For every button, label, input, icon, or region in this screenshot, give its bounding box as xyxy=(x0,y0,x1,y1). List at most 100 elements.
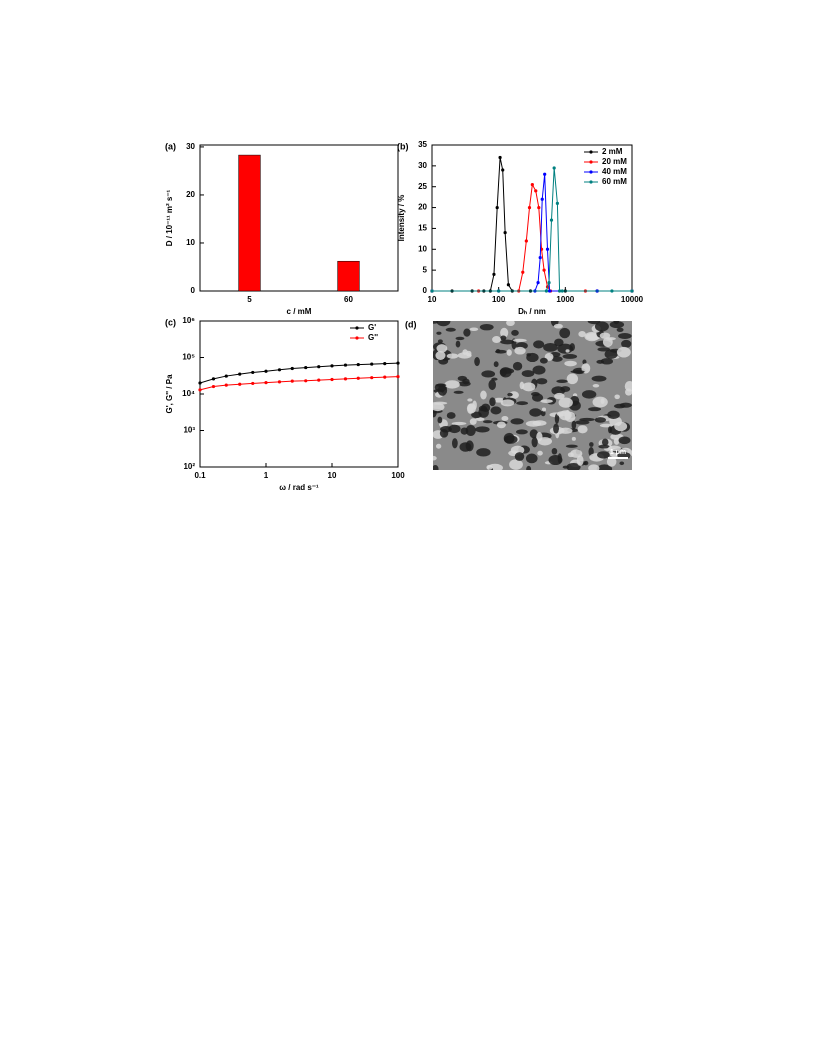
marker xyxy=(251,381,255,386)
sem-pore xyxy=(592,396,608,408)
marker xyxy=(277,368,282,372)
sem-pore xyxy=(570,370,585,374)
marker xyxy=(521,270,525,274)
marker xyxy=(498,155,502,160)
sem-pore xyxy=(543,342,558,352)
sem-pore xyxy=(439,429,449,438)
marker xyxy=(555,201,559,205)
sem-pore xyxy=(475,426,490,433)
sem-pore xyxy=(588,464,600,470)
x-tick-label: 100 xyxy=(492,295,506,304)
legend-marker xyxy=(589,160,593,164)
sem-pore xyxy=(500,327,509,338)
sem-pore xyxy=(437,385,448,396)
plot-frame xyxy=(199,144,399,292)
sem-pore xyxy=(509,459,523,470)
sem-pore xyxy=(492,336,501,344)
y-tick-label: 10⁶ xyxy=(182,316,195,325)
sem-pore xyxy=(510,418,524,425)
marker xyxy=(538,256,542,260)
x-tick-label: 1 xyxy=(264,471,269,480)
marker xyxy=(290,366,294,371)
marker xyxy=(547,289,552,293)
marker xyxy=(495,205,499,210)
sem-pore xyxy=(467,398,473,402)
sem-pore xyxy=(436,321,451,327)
sem-pore xyxy=(451,421,467,426)
marker xyxy=(396,361,400,365)
sem-pore xyxy=(533,340,545,349)
sem-pore xyxy=(501,416,509,421)
line xyxy=(199,362,399,384)
sem-pore xyxy=(433,464,439,470)
marker xyxy=(630,289,634,293)
sem-pore xyxy=(608,426,613,434)
legend-marker xyxy=(589,170,593,174)
marker xyxy=(224,374,228,378)
marker xyxy=(540,197,544,201)
sem-pore xyxy=(437,416,443,424)
sem-pore xyxy=(554,392,565,400)
sem-pore xyxy=(514,346,526,355)
sem-pore xyxy=(600,358,613,365)
marker xyxy=(264,381,268,385)
sem-pore xyxy=(433,455,437,461)
sem-pore xyxy=(582,359,587,365)
legend-marker xyxy=(589,150,593,154)
sem-pore xyxy=(512,338,527,342)
marker xyxy=(304,365,308,370)
sem-pore xyxy=(480,390,487,400)
marker xyxy=(536,281,540,285)
sem-pore xyxy=(496,421,506,429)
x-axis-label: Dₕ / nm xyxy=(518,307,546,316)
sem-pore xyxy=(594,321,609,332)
sem-pore xyxy=(578,330,586,338)
panel-label: (a) xyxy=(165,141,176,151)
marker xyxy=(492,272,496,276)
sem-pore xyxy=(618,436,631,445)
marker xyxy=(527,205,532,210)
marker xyxy=(544,289,549,293)
x-axis-label: ω / rad s⁻¹ xyxy=(279,483,319,492)
y-tick-label: 0 xyxy=(423,286,428,295)
sem-pore xyxy=(489,397,496,407)
sem-pore xyxy=(448,424,461,434)
sem-pore xyxy=(553,423,560,434)
bar xyxy=(238,154,261,292)
sem-pore xyxy=(514,452,525,461)
sem-pore xyxy=(532,420,547,426)
sem-pore xyxy=(469,327,479,332)
x-tick-label: 10000 xyxy=(621,295,644,304)
sem-pore xyxy=(469,418,477,425)
sem-pore xyxy=(540,399,553,404)
marker xyxy=(251,370,255,375)
sem-pore xyxy=(465,440,474,452)
sem-pore xyxy=(566,373,579,385)
y-tick-label: 10 xyxy=(186,238,195,247)
bar xyxy=(337,260,360,292)
sem-pore xyxy=(575,420,590,425)
panel-label: (b) xyxy=(397,141,409,151)
marker xyxy=(304,379,308,383)
sem-pore xyxy=(476,448,491,457)
marker xyxy=(211,377,216,381)
sem-pore xyxy=(616,327,624,332)
legend-marker xyxy=(355,336,359,340)
sem-pore xyxy=(532,393,544,402)
marker xyxy=(330,377,334,382)
x-tick-label: 0.1 xyxy=(194,471,206,480)
sem-pore xyxy=(455,336,465,341)
sem-pore xyxy=(556,379,568,383)
sem-pore xyxy=(529,408,542,417)
marker xyxy=(396,374,400,379)
sem-pore xyxy=(509,391,519,399)
sem-pore xyxy=(564,360,577,367)
legend-label: G' xyxy=(368,323,376,332)
sem-pore xyxy=(540,410,546,417)
scale-bar-label: 1 μm xyxy=(610,449,626,456)
sem-pore xyxy=(516,401,529,406)
y-axis-label: G', G'' / Pa xyxy=(165,374,174,414)
marker xyxy=(264,369,268,373)
sem-pore xyxy=(511,329,519,336)
sem-pore xyxy=(616,346,631,358)
